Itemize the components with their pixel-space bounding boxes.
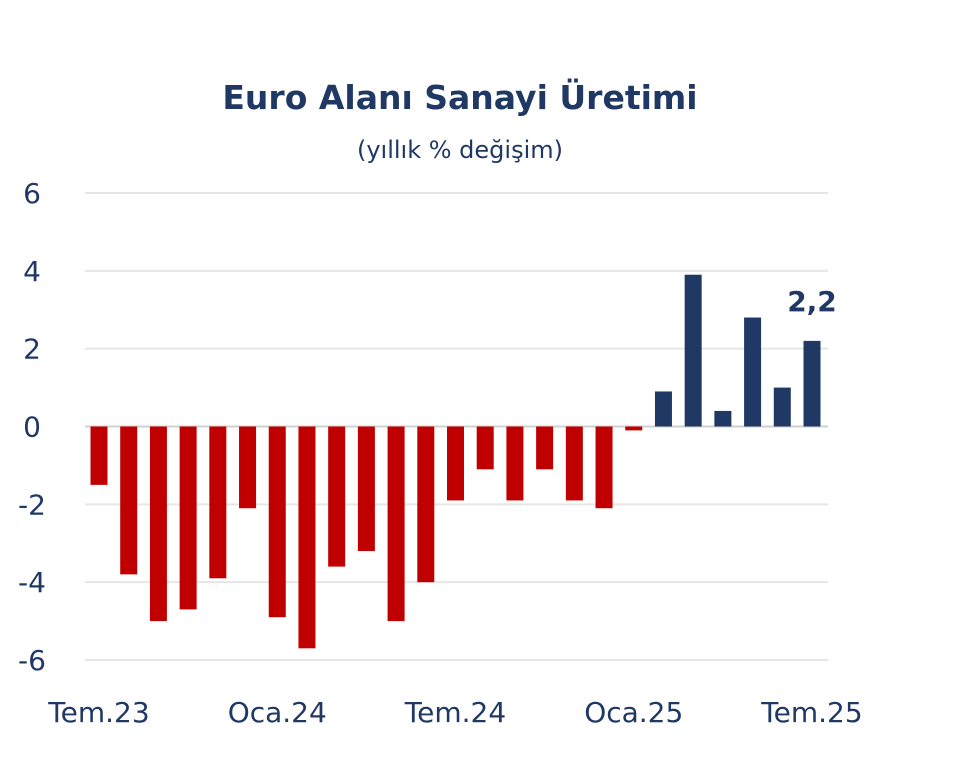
bar [506,426,524,501]
y-tick-label: 0 [23,411,41,444]
y-tick-label: -2 [18,488,46,521]
bar [90,426,108,485]
bar [268,426,286,618]
data-label: 2,2 [787,285,837,318]
bar [149,426,167,622]
x-tick-label: Tem.23 [47,696,149,729]
bar [357,426,375,552]
bar [684,274,702,427]
bar [595,426,613,509]
y-tick-label: -6 [18,644,46,677]
bar [328,426,346,567]
bar [298,426,316,649]
bar [179,426,197,610]
bars [90,274,821,649]
bar [417,426,435,583]
chart-title: Euro Alanı Sanayi Üretimi [222,78,698,117]
bar [654,391,672,427]
x-tick-label: Oca.25 [584,696,683,729]
bar [625,426,643,431]
y-tick-label: -4 [18,566,46,599]
bar [387,426,405,622]
bar [239,426,257,509]
x-tick-label: Tem.24 [404,696,506,729]
bar [714,410,732,427]
chart-subtitle: (yıllık % değişim) [356,136,563,164]
x-tick-label: Tem.25 [760,696,862,729]
gridlines [85,192,828,661]
x-tick-label: Oca.24 [228,696,327,729]
bar [744,317,762,427]
data-labels: 2,2 [787,285,837,318]
y-tick-label: 6 [23,177,41,210]
x-axis-ticks: Tem.23 Oca.24 Tem.24 Oca.25 Tem.25 [47,696,862,729]
y-tick-label: 2 [23,333,41,366]
bar [803,340,821,427]
y-tick-label: 4 [23,255,41,288]
bar [476,426,494,470]
bar [565,426,583,501]
y-axis-ticks: 6 4 2 0 -2 -4 -6 [18,177,46,677]
bar [120,426,138,575]
bar [773,387,791,427]
bar [536,426,554,470]
bar [209,426,227,579]
bar [447,426,464,501]
